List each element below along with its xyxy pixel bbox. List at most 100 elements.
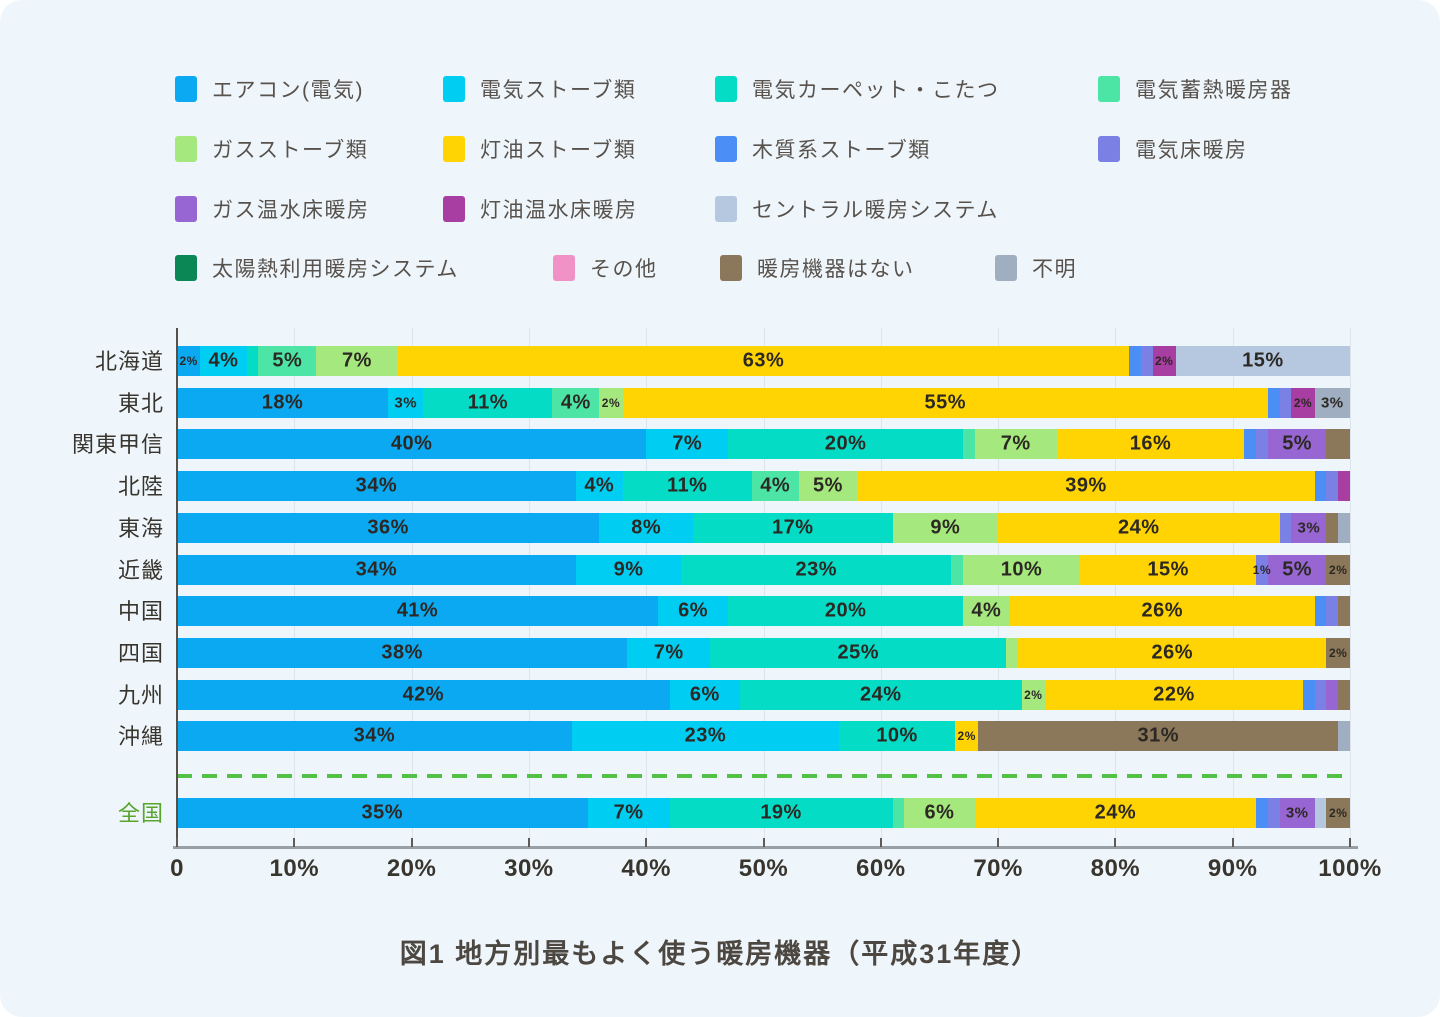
- bar-segment-aircon: 40%: [177, 429, 647, 459]
- legend-item-label: 電気ストーブ類: [480, 79, 637, 102]
- segment-value-label: 2%: [957, 729, 976, 743]
- legend-swatch-icon: [715, 136, 737, 162]
- bar-row-東北: 18% 3% 11% 4% 2% 55% 2% 3%: [177, 388, 1350, 418]
- bar-segment-wood: [1314, 471, 1327, 501]
- legend-item-storage: 電気蓄熱暖房器: [1098, 73, 1293, 105]
- bar-segment-storage: 5%: [258, 346, 317, 376]
- row-label-北陸: 北陸: [117, 474, 164, 499]
- legend-swatch-icon: [1098, 76, 1120, 102]
- bar-segment-gstove: 7%: [974, 429, 1057, 459]
- row-label-四国: 四国: [117, 641, 164, 666]
- segment-value-label: 15%: [1147, 558, 1189, 581]
- bar-segment-kstove: 16%: [1056, 429, 1245, 459]
- segment-value-label: 5%: [1282, 432, 1313, 455]
- segment-value-label: 38%: [381, 641, 423, 664]
- segment-value-label: 23%: [795, 558, 838, 581]
- bar-segment-unknown: [1338, 721, 1350, 751]
- segment-value-label: 4%: [971, 599, 1002, 622]
- bar-segment-none: 2%: [1326, 638, 1350, 668]
- bar-segment-carpet: 11%: [423, 388, 553, 418]
- row-label-中国: 中国: [117, 599, 164, 624]
- bar-segment-efloor: [1140, 346, 1153, 376]
- segment-value-label: 41%: [396, 599, 439, 622]
- bar-segment-storage: 4%: [751, 471, 799, 501]
- x-axis-tick: [527, 838, 530, 847]
- chart-title: 図1 地方別最もよく使う暖房機器（平成31年度）: [399, 939, 1041, 969]
- bar-segment-gstove: 10%: [962, 555, 1081, 585]
- bar-segment-none: [1338, 680, 1350, 710]
- bar-segment-none: [1326, 429, 1350, 459]
- legend-item-solar: 太陽熱利用暖房システム: [175, 252, 459, 284]
- bar-segment-efloor: [1256, 429, 1268, 459]
- segment-value-label: 6%: [689, 683, 720, 706]
- legend-item-aircon: エアコン(電気): [175, 73, 364, 105]
- bar-segment-kstove: 15%: [1080, 555, 1257, 585]
- x-axis-tick-label: 30%: [504, 855, 554, 882]
- x-axis-tick: [1349, 838, 1351, 847]
- bar-segment-efloor: [1279, 388, 1292, 418]
- row-label-北海道: 北海道: [94, 349, 164, 374]
- x-axis-tick: [1231, 838, 1234, 847]
- segment-value-label: 2%: [1154, 354, 1174, 368]
- gridline: [294, 328, 296, 847]
- bar-segment-unknown: 3%: [1314, 388, 1350, 418]
- legend-item-label: その他: [590, 258, 658, 281]
- segment-value-label: 40%: [390, 432, 433, 455]
- segment-value-label: 5%: [813, 474, 843, 497]
- bar-segment-none: [1338, 596, 1350, 626]
- bar-segment-carpet: 19%: [669, 798, 893, 828]
- segment-value-label: 2%: [601, 396, 621, 410]
- bar-segment-estove: 7%: [587, 798, 670, 828]
- segment-value-label: 3%: [1285, 804, 1309, 822]
- segment-value-label: 7%: [342, 349, 372, 372]
- gridline: [1232, 328, 1234, 847]
- bar-segment-gstove: [1006, 638, 1019, 668]
- bar-row-東海: 36% 8% 17% 9% 24% 3%: [177, 513, 1350, 543]
- bar-segment-carpet: 25%: [710, 638, 1007, 668]
- segment-value-label: 2%: [1329, 563, 1348, 577]
- gridline: [411, 328, 413, 847]
- segment-value-label: 24%: [860, 683, 902, 706]
- bar-segment-wood: [1244, 429, 1257, 459]
- bar-segment-gstove: 4%: [962, 596, 1010, 626]
- legend-item-none: 暖房機器はない: [720, 252, 915, 284]
- legend-swatch-icon: [1098, 136, 1120, 162]
- legend-item-gfloor: ガス温水床暖房: [175, 193, 370, 225]
- segment-value-label: 42%: [402, 683, 445, 706]
- segment-value-label: 4%: [208, 349, 239, 372]
- bar-segment-aircon: 35%: [177, 798, 588, 828]
- bar-row-全国: 35% 7% 19% 6% 24% 3% 2%: [177, 798, 1350, 828]
- legend-item-other: その他: [553, 252, 658, 284]
- bar-segment-kfloor: [1338, 471, 1350, 501]
- bar-segment-efloor: [1279, 513, 1292, 543]
- segment-value-label: 25%: [837, 641, 880, 664]
- legend-swatch-icon: [443, 76, 465, 102]
- bar-segment-carpet: 17%: [693, 513, 893, 543]
- segment-value-label: 15%: [1242, 349, 1284, 372]
- legend-item-kfloor: 灯油温水床暖房: [443, 193, 638, 225]
- x-axis-tick: [176, 838, 178, 847]
- segment-value-label: 10%: [876, 724, 918, 747]
- segment-value-label: 8%: [631, 516, 662, 539]
- legend-item-label: 暖房機器はない: [757, 258, 915, 281]
- bar-segment-carpet: 23%: [681, 555, 952, 585]
- bar-segment-aircon: 18%: [177, 388, 389, 418]
- legend-swatch-icon: [175, 196, 197, 222]
- legend-item-carpet: 電気カーペット・こたつ: [715, 73, 1000, 105]
- legend-item-label: 灯油温水床暖房: [480, 199, 638, 222]
- segment-value-label: 23%: [684, 724, 727, 747]
- bar-row-北海道: 2% 4% 5% 7% 63% 2% 15%: [177, 346, 1350, 376]
- legend-item-label: 電気カーペット・こたつ: [752, 79, 1000, 102]
- x-axis-tick-label: 60%: [856, 855, 906, 882]
- bar-row-北陸: 34% 4% 11% 4% 5% 39%: [177, 471, 1350, 501]
- bar-segment-estove: 6%: [669, 680, 741, 710]
- bar-segment-kstove: 22%: [1045, 680, 1304, 710]
- legend-swatch-icon: [715, 76, 737, 102]
- legend-item-label: 太陽熱利用暖房システム: [212, 258, 459, 281]
- plot-grid: [177, 328, 1351, 847]
- segment-value-label: 34%: [353, 724, 396, 747]
- segment-value-label: 7%: [653, 641, 684, 664]
- x-axis-tick-label: 90%: [1207, 855, 1258, 882]
- row-label-東北: 東北: [117, 391, 164, 416]
- bar-segment-estove: 7%: [627, 638, 711, 668]
